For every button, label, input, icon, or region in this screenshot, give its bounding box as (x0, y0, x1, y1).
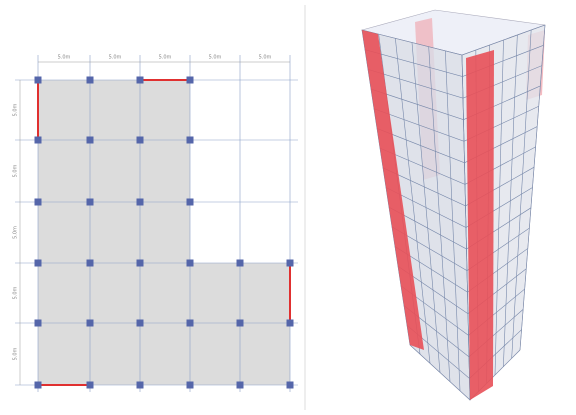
column (186, 76, 194, 84)
column-line (428, 46, 451, 382)
column-line (511, 29, 532, 359)
dimension-label: 5.0m (13, 347, 19, 360)
column (236, 259, 244, 267)
shear-wall (466, 50, 494, 400)
dimension-label: 5.0m (13, 103, 19, 116)
column (86, 319, 94, 327)
column-line (503, 34, 518, 367)
column-line (395, 38, 431, 364)
column (186, 319, 194, 327)
dimension-label: 5.0m (109, 55, 122, 61)
column (34, 76, 42, 84)
column (136, 76, 144, 84)
column-line (461, 54, 471, 401)
column (34, 136, 42, 144)
column-line (445, 50, 461, 391)
column (86, 76, 94, 84)
dimension-label: 5.0m (259, 55, 272, 61)
column (186, 136, 194, 144)
column-line (519, 24, 546, 351)
dimension-label: 5.0m (13, 164, 19, 177)
column (136, 319, 144, 327)
plan-view: 5.0m 5.0m 5.0m 5.0m 5.0m 5.0m 5.0m 5.0m 5.0m 5.0m (13, 55, 298, 392)
column-line (411, 42, 441, 373)
column (86, 381, 94, 389)
column (86, 136, 94, 144)
dimension-label: 5.0m (58, 55, 71, 61)
column (286, 381, 294, 389)
column (186, 259, 194, 267)
dimension-label: 5.0m (13, 286, 19, 299)
column (236, 319, 244, 327)
shear-wall (362, 30, 424, 350)
column (34, 259, 42, 267)
dimension-label: 5.0m (13, 226, 19, 239)
column (286, 259, 294, 267)
column (186, 198, 194, 206)
column-line (494, 39, 504, 376)
column (34, 198, 42, 206)
column (34, 319, 42, 327)
dimension-label: 5.0m (209, 55, 222, 61)
column (34, 381, 42, 389)
column (136, 136, 144, 144)
column (236, 381, 244, 389)
column (286, 319, 294, 327)
slab (38, 263, 290, 385)
column (136, 381, 144, 389)
column (136, 198, 144, 206)
column (86, 198, 94, 206)
slab (38, 80, 190, 263)
column (86, 259, 94, 267)
dimension-label: 5.0m (159, 55, 172, 61)
column (186, 381, 194, 389)
tower-3d (360, 9, 546, 401)
column (136, 259, 144, 267)
